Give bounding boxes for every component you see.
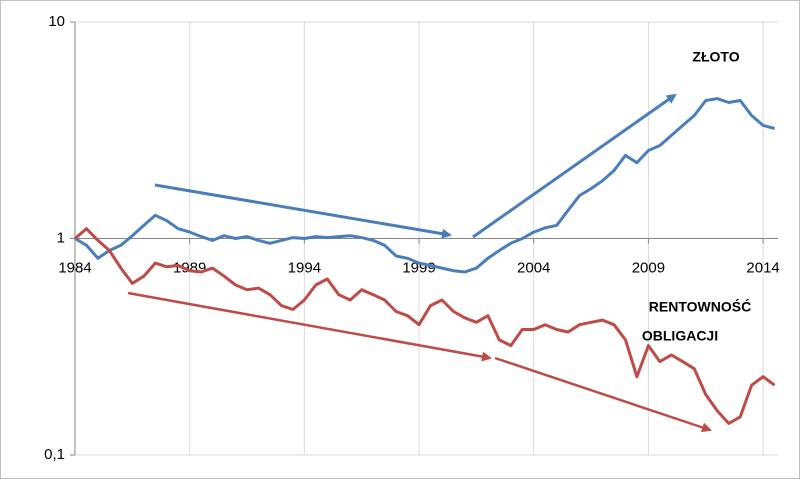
series-line bbox=[74, 97, 775, 274]
arrow bbox=[494, 356, 712, 433]
x-tick-label: 1994 bbox=[288, 259, 321, 276]
arrow bbox=[472, 93, 677, 239]
arrow bbox=[127, 291, 492, 362]
y-tick-label: 1 bbox=[57, 229, 65, 246]
arrow bbox=[154, 183, 452, 239]
annotation: ZŁOTO bbox=[692, 49, 739, 65]
lines bbox=[74, 97, 776, 425]
series-line bbox=[74, 227, 776, 425]
x-tick-label: 2014 bbox=[746, 259, 779, 276]
y-tick-label: 10 bbox=[48, 13, 65, 30]
annotation: RENTOWNOŚĆ bbox=[649, 298, 751, 315]
annotation: OBLIGACJI bbox=[642, 328, 718, 344]
y-tick-label: 0,1 bbox=[44, 446, 65, 463]
x-tick-label: 2004 bbox=[517, 259, 550, 276]
x-tick-label: 2009 bbox=[632, 259, 665, 276]
x-tick-label: 1989 bbox=[173, 259, 206, 276]
